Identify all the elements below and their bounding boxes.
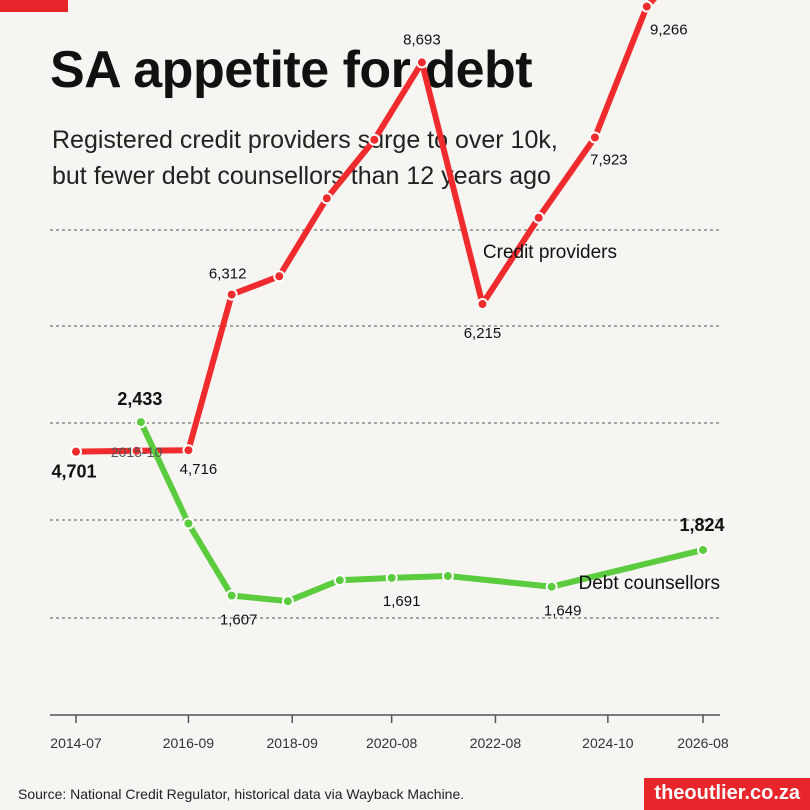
debt-counsellors-date-label-0: 2015-10 xyxy=(111,444,163,460)
credit-providers-point-3 xyxy=(225,288,238,301)
credit-providers-data-label-10: 7,923 xyxy=(590,152,628,169)
debt-counsellors-data-label-8: 1,824 xyxy=(679,515,724,535)
debt-counsellors-point-6 xyxy=(441,570,454,582)
debt-counsellors-point-7 xyxy=(545,580,558,593)
credit-providers-point-1 xyxy=(130,444,143,457)
credit-providers-point-7 xyxy=(415,56,428,69)
credit-providers-data-label-2: 4,716 xyxy=(180,461,218,478)
credit-providers-data-label-11: 9,266 xyxy=(650,22,688,39)
series-label-credit-providers: Credit providers xyxy=(483,242,617,263)
x-tick-label-5: 2024-10 xyxy=(582,735,634,751)
debt-counsellors-point-2 xyxy=(225,589,238,602)
x-tick-label-2: 2018-09 xyxy=(267,735,319,751)
credit-providers-point-0 xyxy=(70,445,82,458)
credit-providers-point-2 xyxy=(182,444,195,457)
x-tick-label-3: 2020-08 xyxy=(366,735,418,751)
debt-counsellors-point-5 xyxy=(385,571,398,584)
debt-counsellors-data-label-0: 2,433 xyxy=(117,389,162,409)
credit-providers-data-label-7: 8,693 xyxy=(403,31,441,48)
credit-providers-point-8 xyxy=(476,298,489,311)
debt-counsellors-point-0 xyxy=(134,416,147,429)
credit-providers-point-9 xyxy=(532,211,545,224)
credit-providers-data-label-0: 4,701 xyxy=(51,462,96,482)
debt-counsellors-data-label-5: 1,691 xyxy=(383,593,421,610)
source-note: Source: National Credit Regulator, histo… xyxy=(18,786,465,802)
series-label-debt-counsellors: Debt counsellors xyxy=(578,573,720,594)
debt-counsellors-data-label-7: 1,649 xyxy=(544,603,582,620)
subtitle-line-1: Registered credit providers surge to ove… xyxy=(52,126,558,154)
credit-providers-point-4 xyxy=(273,270,286,283)
debt-counsellors-point-8 xyxy=(697,543,709,556)
credit-providers-data-label-8: 6,215 xyxy=(464,325,502,342)
accent-bar xyxy=(0,0,68,12)
credit-providers-line xyxy=(73,0,657,455)
x-tick-label-0: 2014-07 xyxy=(50,735,102,751)
subtitle-line-2: but fewer debt counsellors than 12 years… xyxy=(52,162,551,190)
credit-providers-point-6 xyxy=(368,133,381,146)
brand-logo[interactable]: theoutlier.co.za xyxy=(644,778,810,810)
debt-counsellors-point-4 xyxy=(333,574,346,587)
debt-counsellors-data-label-2: 1,607 xyxy=(220,612,258,629)
credit-providers-point-10 xyxy=(588,131,601,144)
x-tick-label-6: 2026-08 xyxy=(677,735,729,751)
x-tick-label-4: 2022-08 xyxy=(470,735,522,751)
credit-providers-point-5 xyxy=(320,192,333,205)
chart-title: SA appetite for debt xyxy=(50,41,533,99)
credit-providers-data-label-3: 6,312 xyxy=(209,266,247,283)
credit-providers-point-11 xyxy=(640,0,653,13)
debt-counsellors-point-3 xyxy=(281,595,294,608)
x-tick-label-1: 2016-09 xyxy=(163,735,215,751)
debt-counsellors-point-1 xyxy=(182,517,195,530)
chart-subtitle: Registered credit providers surge to ove… xyxy=(52,122,752,194)
